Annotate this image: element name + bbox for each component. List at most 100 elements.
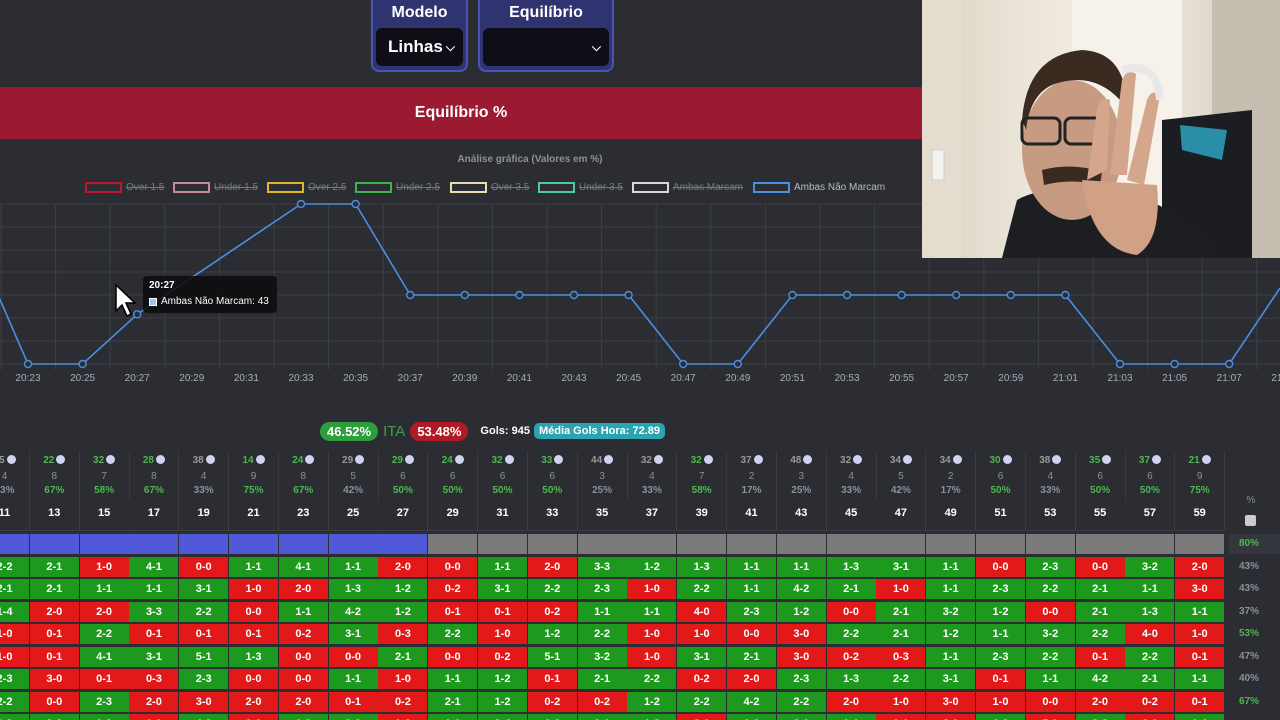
score-cell[interactable]: 3-0 <box>926 691 977 712</box>
score-cell[interactable]: 0-1 <box>428 601 479 622</box>
score-cell[interactable]: 2-1 <box>428 691 479 712</box>
score-cell[interactable]: 5-1 <box>179 646 230 667</box>
score-cell[interactable]: 2-1 <box>826 579 877 599</box>
score-cell[interactable]: 2-1 <box>29 579 80 599</box>
score-cell[interactable]: 4-2 <box>328 601 379 622</box>
score-cell[interactable]: 4-1 <box>278 556 329 577</box>
score-cell[interactable]: 3-1 <box>926 669 977 689</box>
score-cell[interactable]: 3-0 <box>776 624 827 644</box>
score-cell[interactable]: 0-0 <box>278 669 329 689</box>
score-cell[interactable]: 0-1 <box>29 646 80 667</box>
score-cell[interactable]: 1-3 <box>328 579 379 599</box>
score-cell[interactable]: 1-1 <box>328 669 379 689</box>
legend-item[interactable]: Over 2.5 <box>267 182 346 193</box>
score-cell[interactable]: 3-3 <box>577 556 628 577</box>
score-cell[interactable]: 0-1 <box>1175 646 1226 667</box>
score-cell[interactable]: 0-2 <box>278 624 329 644</box>
score-cell[interactable]: 2-2 <box>1075 624 1126 644</box>
score-cell[interactable]: 1-3 <box>229 646 279 667</box>
score-cell[interactable]: 1-4 <box>0 601 30 622</box>
score-cell[interactable]: 2-2 <box>527 579 578 599</box>
score-cell[interactable]: 1-0 <box>627 579 678 599</box>
legend-item[interactable]: Ambas Não Marcam <box>753 182 885 193</box>
score-cell[interactable]: 0-0 <box>826 601 877 622</box>
score-cell[interactable]: 2-2 <box>0 691 30 712</box>
score-cell[interactable]: 2-4 <box>478 714 528 720</box>
score-cell[interactable]: 0-1 <box>478 601 528 622</box>
score-cell[interactable]: 1-1 <box>926 646 977 667</box>
score-cell[interactable]: 1-1 <box>478 556 528 577</box>
score-cell[interactable]: 2-1 <box>727 646 777 667</box>
score-cell[interactable]: 0-0 <box>328 646 379 667</box>
score-cell[interactable]: 2-2 <box>1025 579 1076 599</box>
score-cell[interactable]: 0-0 <box>876 714 927 720</box>
score-cell[interactable]: 3-3 <box>29 714 80 720</box>
score-cell[interactable]: 0-2 <box>378 714 429 720</box>
score-cell[interactable]: 1-1 <box>1175 714 1226 720</box>
score-cell[interactable]: 2-3 <box>727 601 777 622</box>
score-cell[interactable]: 2-0 <box>29 601 80 622</box>
score-cell[interactable]: 0-0 <box>29 691 80 712</box>
score-cell[interactable]: 3-1 <box>677 646 728 667</box>
score-cell[interactable]: 2-2 <box>0 556 30 577</box>
score-cell[interactable]: 4-2 <box>776 579 827 599</box>
score-cell[interactable]: 1-2 <box>478 669 528 689</box>
score-cell[interactable]: 2-2 <box>428 624 479 644</box>
score-cell[interactable]: 1-1 <box>926 579 977 599</box>
score-cell[interactable]: 4-1 <box>129 556 180 577</box>
score-cell[interactable]: 3-1 <box>577 714 628 720</box>
score-cell[interactable]: 2-1 <box>776 714 827 720</box>
score-cell[interactable]: 1-2 <box>627 556 678 577</box>
score-cell[interactable]: 3-0 <box>29 669 80 689</box>
score-cell[interactable]: 1-0 <box>627 646 678 667</box>
score-cell[interactable]: 0-1 <box>1175 691 1226 712</box>
score-cell[interactable]: 2-2 <box>179 601 230 622</box>
score-cell[interactable]: 2-3 <box>179 669 230 689</box>
legend-item[interactable]: Under 3.5 <box>538 182 623 193</box>
score-cell[interactable]: 2-2 <box>79 624 130 644</box>
score-cell[interactable]: 0-2 <box>677 669 728 689</box>
score-cell[interactable]: 0-0 <box>1025 601 1076 622</box>
score-cell[interactable]: 2-2 <box>677 691 728 712</box>
score-cell[interactable]: 1-1 <box>1125 579 1176 599</box>
score-cell[interactable]: 2-0 <box>278 691 329 712</box>
score-cell[interactable]: 1-1 <box>727 556 777 577</box>
score-cell[interactable]: 1-0 <box>478 624 528 644</box>
score-cell[interactable]: 0-2 <box>577 691 628 712</box>
score-cell[interactable]: 1-0 <box>129 714 180 720</box>
score-cell[interactable]: 2-0 <box>1175 556 1226 577</box>
score-cell[interactable]: 0-1 <box>1075 646 1126 667</box>
score-cell[interactable]: 1-1 <box>577 601 628 622</box>
score-cell[interactable]: 3-2 <box>577 646 628 667</box>
score-cell[interactable]: 1-2 <box>627 691 678 712</box>
score-cell[interactable]: 1-3 <box>627 714 678 720</box>
score-cell[interactable]: 3-1 <box>129 646 180 667</box>
score-cell[interactable]: 4-2 <box>1075 669 1126 689</box>
score-cell[interactable]: 2-2 <box>577 624 628 644</box>
score-cell[interactable]: 1-1 <box>976 624 1026 644</box>
score-cell[interactable]: 1-3 <box>826 669 877 689</box>
score-cell[interactable]: 2-1 <box>1125 669 1176 689</box>
score-cell[interactable]: 5-0 <box>1025 714 1076 720</box>
score-cell[interactable]: 0-0 <box>976 556 1026 577</box>
score-cell[interactable]: 2-1 <box>378 646 429 667</box>
score-cell[interactable]: 2-2 <box>1075 714 1126 720</box>
score-cell[interactable]: 1-0 <box>229 579 279 599</box>
score-cell[interactable]: 2-1 <box>577 669 628 689</box>
score-cell[interactable]: 0-1 <box>179 624 230 644</box>
legend-item[interactable]: Under 1.5 <box>173 182 258 193</box>
score-cell[interactable]: 0-3 <box>876 646 927 667</box>
score-cell[interactable]: 3-2 <box>926 601 977 622</box>
score-cell[interactable]: 1-2 <box>776 601 827 622</box>
legend-item[interactable]: Over 1.5 <box>85 182 164 193</box>
score-cell[interactable]: 2-2 <box>677 579 728 599</box>
score-cell[interactable]: 0-3 <box>129 669 180 689</box>
score-cell[interactable]: 0-1 <box>29 624 80 644</box>
score-cell[interactable]: 1-1 <box>826 714 877 720</box>
score-cell[interactable]: 2-1 <box>1075 601 1126 622</box>
score-cell[interactable]: 3-0 <box>776 646 827 667</box>
score-cell[interactable]: 0-1 <box>527 669 578 689</box>
score-cell[interactable]: 0-0 <box>229 714 279 720</box>
score-cell[interactable]: 2-3 <box>776 669 827 689</box>
score-cell[interactable]: 2-0 <box>229 691 279 712</box>
